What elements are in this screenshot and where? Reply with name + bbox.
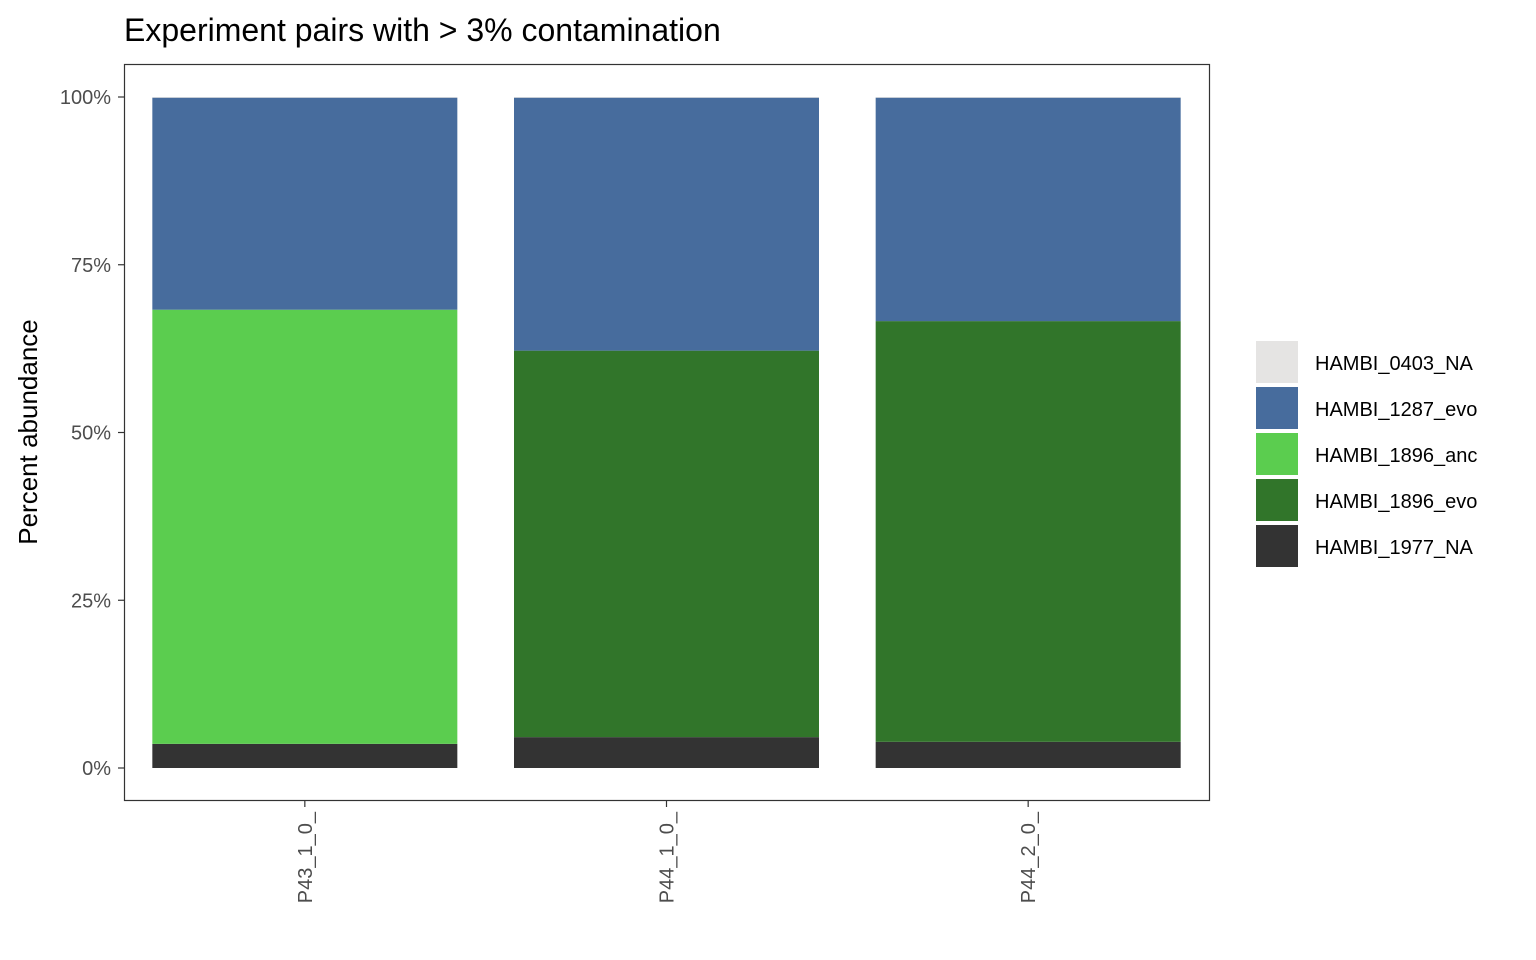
- y-axis-label: Percent abundance: [13, 319, 43, 545]
- bar-segment-hambi-0403-na: [875, 97, 1181, 98]
- x-tick-label: P44_2_0_: [1018, 811, 1040, 903]
- legend-key: [1256, 479, 1298, 521]
- legend-key: [1256, 387, 1298, 429]
- legend-label: HAMBI_1896_evo: [1315, 491, 1477, 513]
- bar-segment-hambi-1896-evo: [514, 350, 819, 738]
- bar-segment-hambi-0403-na: [514, 97, 819, 98]
- x-axis: P43_1_0_ P44_1_0_ P44_2_0_: [295, 801, 1040, 903]
- bar-segment-hambi-1287-evo: [514, 97, 819, 351]
- legend-label: HAMBI_1287_evo: [1315, 399, 1477, 421]
- legend-label: HAMBI_1977_NA: [1315, 537, 1474, 559]
- bar-segment-hambi-1896-anc: [152, 309, 458, 744]
- legend-key: [1256, 525, 1298, 567]
- legend-label: HAMBI_1896_anc: [1315, 445, 1477, 467]
- chart-title: Experiment pairs with > 3% contamination: [124, 12, 721, 48]
- bar-segment-hambi-1977-na: [152, 743, 458, 768]
- bar-segment-hambi-1977-na: [875, 741, 1181, 768]
- y-tick-label: 0%: [82, 758, 111, 780]
- y-tick-label: 25%: [71, 590, 111, 612]
- legend-label: HAMBI_0403_NA: [1315, 353, 1474, 375]
- x-tick-label: P44_1_0_: [657, 811, 679, 903]
- legend-key: [1256, 341, 1298, 383]
- bar-segment-hambi-1977-na: [514, 737, 819, 768]
- bar-segment-hambi-1896-evo: [875, 321, 1181, 742]
- legend-key: [1256, 433, 1298, 475]
- y-tick-label: 50%: [71, 423, 111, 445]
- legend: HAMBI_0403_NA HAMBI_1287_evo HAMBI_1896_an…: [1256, 341, 1477, 567]
- y-tick-label: 100%: [60, 87, 111, 109]
- x-tick-label: P43_1_0_: [295, 811, 317, 903]
- y-axis: 0% 25% 50% 75% 100%: [60, 87, 124, 780]
- y-tick-label: 75%: [71, 255, 111, 277]
- bar-segment-hambi-1287-evo: [875, 97, 1181, 322]
- bar-segment-hambi-0403-na: [152, 97, 458, 98]
- bar-segment-hambi-1287-evo: [152, 97, 458, 310]
- bars-group: [152, 97, 1181, 768]
